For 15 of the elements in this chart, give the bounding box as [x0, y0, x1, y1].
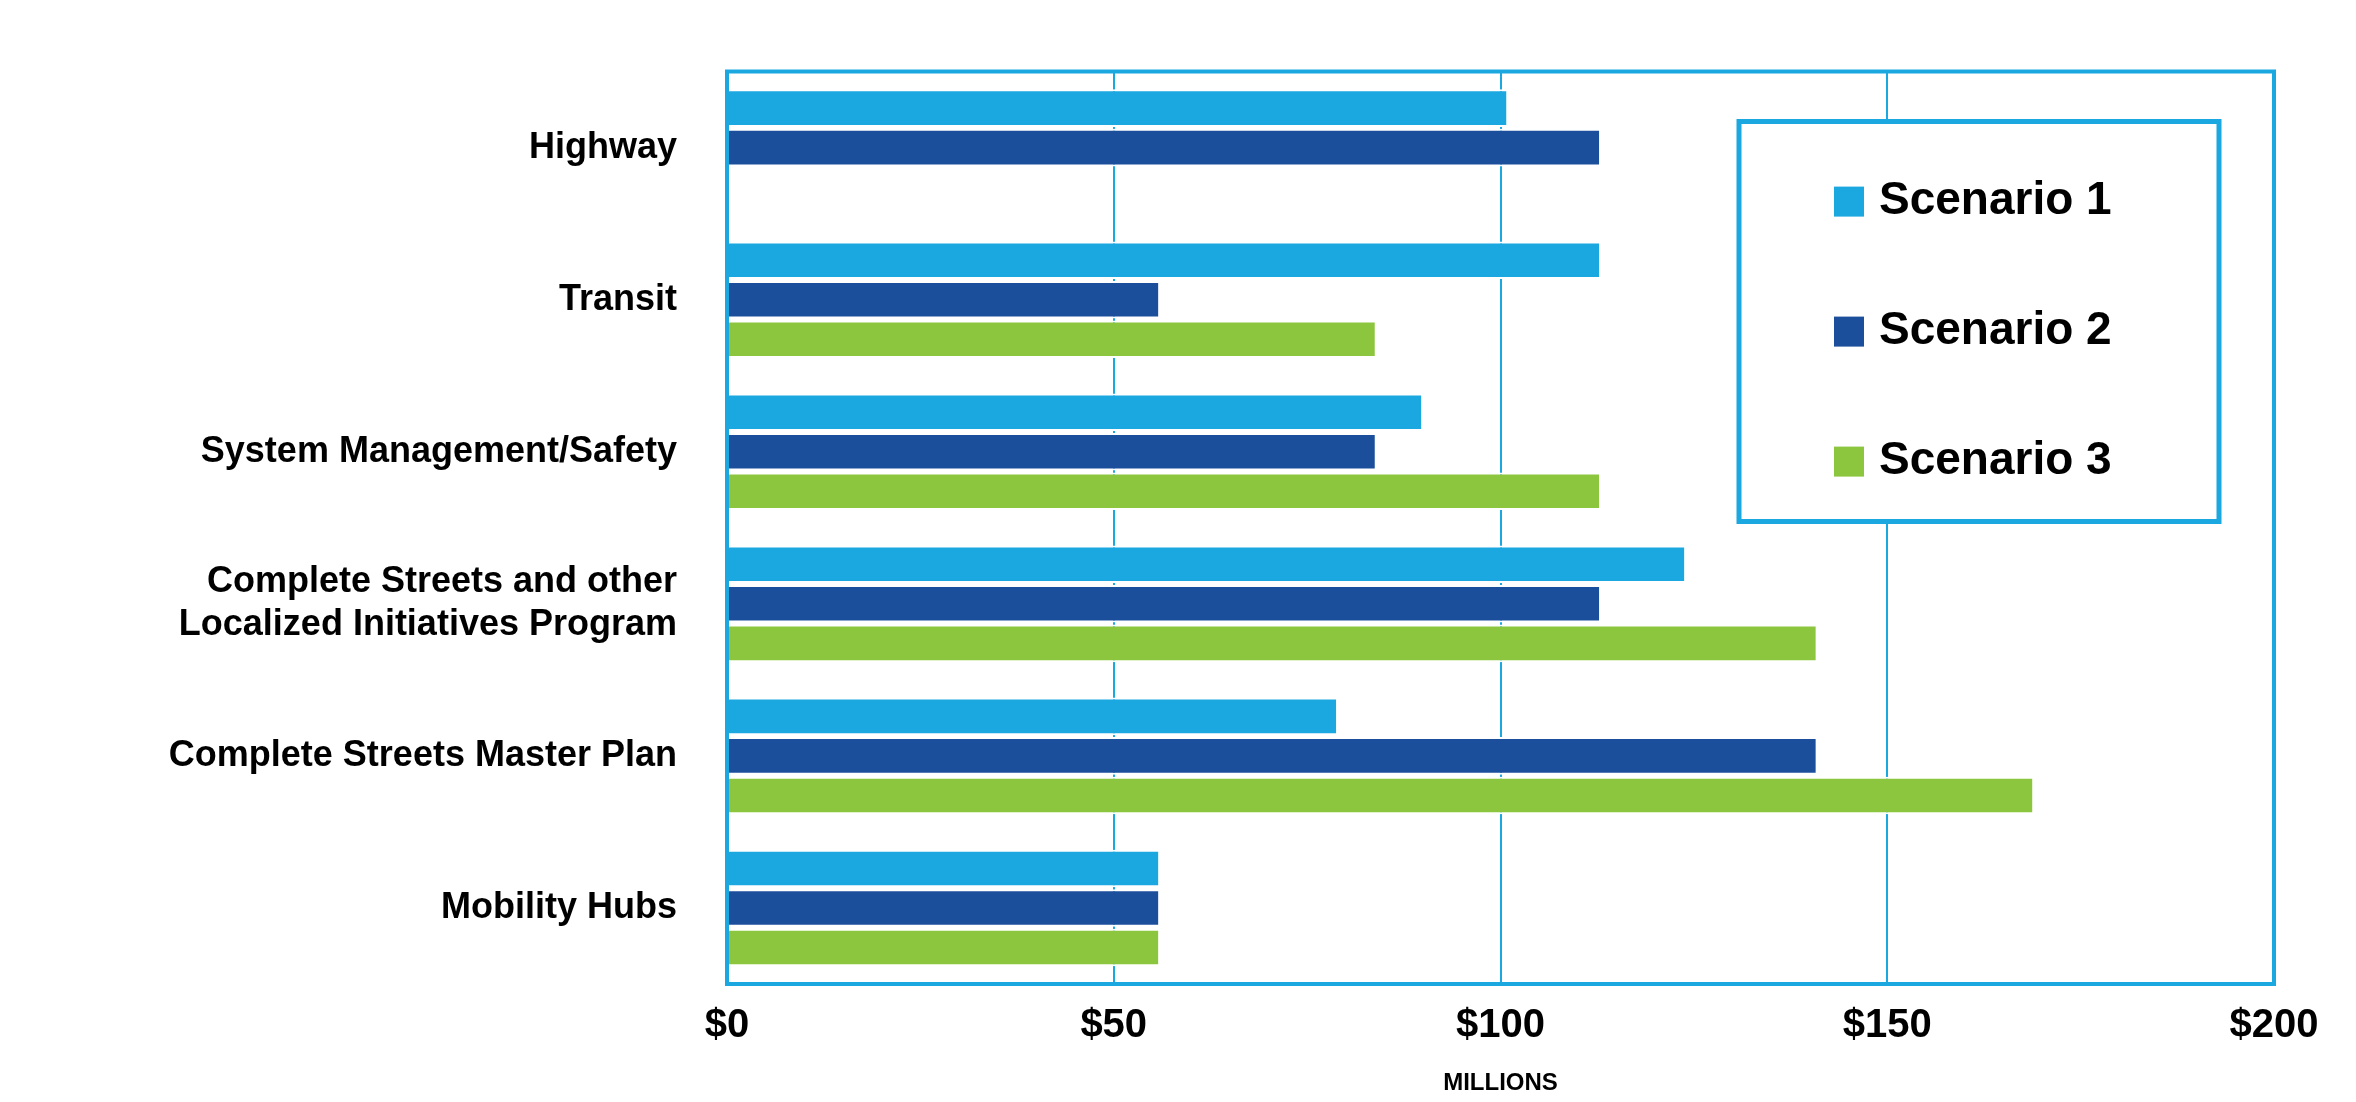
x-tick-label: $200: [2229, 1001, 2319, 1046]
x-tick-label: $0: [704, 1001, 750, 1046]
y-tick-label: Complete Streets and other Localized Initiatives Program: [178, 559, 677, 644]
legend-label: Scenario 3: [1879, 432, 2112, 485]
y-tick-label: Highway: [528, 124, 677, 166]
y-tick-label: Complete Streets Master Plan: [168, 732, 677, 774]
legend-label: Scenario 2: [1879, 302, 2112, 355]
y-tick-label: System Management/Safety: [200, 428, 677, 470]
x-tick-label: $50: [1080, 1001, 1148, 1046]
x-tick-label: $100: [1456, 1001, 1545, 1046]
x-axis-title: MILLIONS: [1443, 1068, 1558, 1096]
y-tick-label: Transit: [558, 276, 677, 318]
legend-label: Scenario 1: [1879, 172, 2112, 225]
x-tick-label: $150: [1842, 1001, 1932, 1046]
y-tick-label: Mobility Hubs: [441, 884, 677, 926]
